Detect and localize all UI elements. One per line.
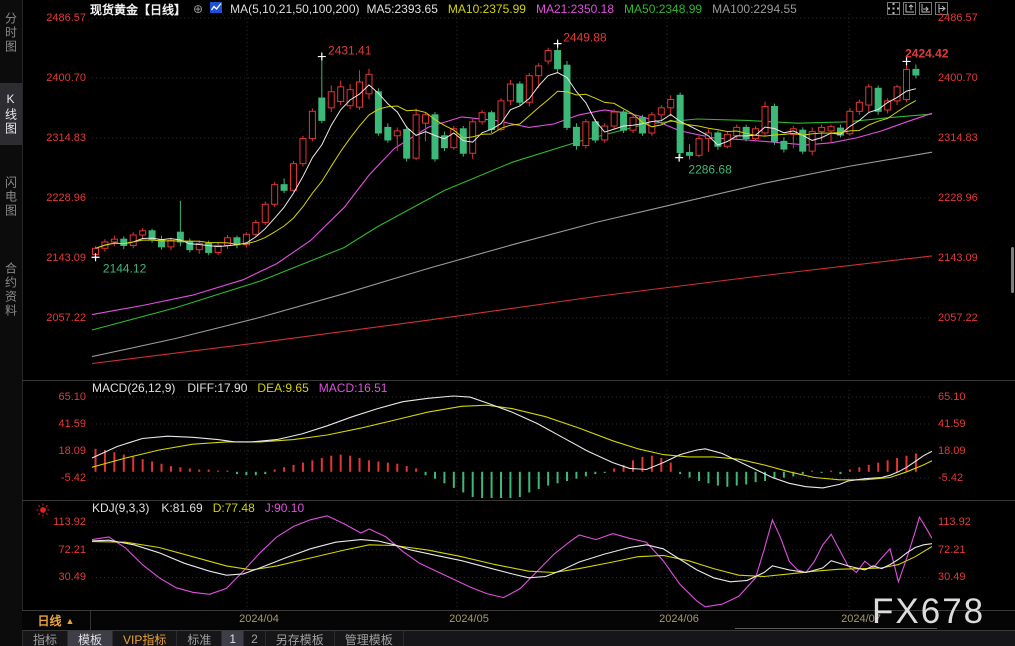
y-tick-label: -5.42	[938, 472, 964, 485]
period-label: 日线	[37, 614, 62, 628]
kdj-value: D:77.48	[212, 501, 255, 515]
watermark: FX678	[872, 592, 986, 631]
y-tick-label: 2400.70	[938, 71, 978, 84]
toolbar-item-7[interactable]: 另存模板	[266, 631, 335, 646]
kdj-header: KDJ(9,3,3) K:81.69 D:77.48 J:90.10	[92, 501, 304, 515]
toolbar-item-3[interactable]: VIP指标	[113, 631, 178, 646]
macd-value: MACD:16.51	[318, 381, 388, 395]
watermark-underline	[735, 628, 937, 629]
chevron-up-icon: ▲	[65, 615, 75, 626]
ma-param-label: MA(5,10,21,50,100,200)	[230, 2, 360, 16]
indicator-alert-icon[interactable]	[36, 503, 50, 522]
chart-header: 现货黄金【日线】 ⊕ MA(5,10,21,50,100,200) MA5:23…	[90, 1, 797, 17]
y-tick-label: 72.21	[938, 543, 966, 556]
macd-values: DIFF:17.90 DEA:9.65 MACD:16.51	[187, 381, 387, 395]
y-tick-label: 2486.57	[938, 12, 978, 24]
y-tick-label: 72.21	[58, 543, 86, 556]
ma-values: MA5:2393.65 MA10:2375.99 MA21:2350.18 MA50:…	[367, 2, 797, 16]
y-tick-label: 65.10	[938, 391, 966, 403]
vertical-scrollbar[interactable]	[1011, 247, 1014, 293]
toolbar-item-4[interactable]: 标准	[177, 631, 223, 646]
chart-type-icon[interactable]	[210, 1, 223, 17]
time-axis-label: 2024/07	[841, 613, 881, 625]
toolbar-item-2[interactable]: 模板	[68, 631, 114, 646]
y-tick-label: 30.49	[938, 571, 966, 584]
macd-param-label: MACD(26,12,9)	[92, 381, 176, 395]
sidebar-tab-4[interactable]: 合约资料	[3, 262, 18, 318]
price-annotation: 2449.88	[563, 30, 607, 44]
candlestick-chart[interactable]: 2144.12 2431.41 2449.88 2286.68 2424.42	[91, 14, 949, 378]
pan-icon[interactable]	[887, 2, 900, 15]
kdj-param-label: KDJ(9,3,3)	[92, 501, 150, 515]
bottom-toolbar: 指标 模板 VIP指标 标准 1 2 另存模板 管理模板	[22, 630, 1015, 646]
macd-value: DIFF:17.90	[187, 381, 248, 395]
kdj-values: K:81.69 D:77.48 J:90.10	[161, 501, 304, 515]
y-tick-label: 41.59	[58, 418, 86, 431]
macd-chart[interactable]	[92, 390, 932, 498]
price-annotation: 2431.41	[328, 44, 372, 58]
toolbar-item-8[interactable]: 管理模板	[335, 631, 404, 646]
y-tick-label: 2314.83	[46, 131, 86, 144]
sidebar-tab-3[interactable]: 闪电图	[3, 176, 18, 218]
y-tick-label: 2400.70	[46, 71, 86, 84]
time-axis-label: 2024/04	[239, 613, 279, 625]
expand-icon[interactable]: ⊕	[193, 2, 204, 16]
y-tick-label: 41.59	[938, 418, 966, 431]
y-tick-label: 2057.22	[938, 311, 978, 324]
panel-separator	[22, 500, 1015, 501]
pan-right-icon[interactable]	[935, 2, 948, 15]
price-annotation: 2424.42	[905, 46, 949, 60]
period-selector[interactable]: 日线 ▲	[22, 611, 91, 630]
panel-separator	[22, 380, 1015, 381]
instrument-title: 现货黄金【日线】	[90, 2, 187, 17]
y-tick-label: 18.09	[58, 445, 86, 458]
macd-header: MACD(26,12,9) DIFF:17.90 DEA:9.65 MACD:16.…	[92, 381, 387, 395]
y-tick-label: 2143.09	[46, 251, 86, 264]
toolbar-item-1[interactable]: 指标	[22, 631, 69, 646]
header-corner-icons	[887, 2, 948, 15]
y-tick-label: 113.92	[938, 516, 971, 529]
sidebar: 分时图 K线图闪电图合约资料	[0, 0, 23, 646]
y-tick-label: 2228.96	[938, 191, 978, 204]
y-tick-label: 2486.57	[46, 12, 86, 24]
y-tick-label: 2314.83	[938, 131, 978, 144]
y-tick-label: 113.92	[53, 516, 86, 529]
sidebar-tab-2[interactable]: K线图	[0, 83, 22, 145]
kdj-value: K:81.69	[161, 501, 203, 515]
sidebar-tab-1[interactable]: 分时图	[3, 12, 18, 54]
y-tick-label: -5.42	[60, 472, 86, 485]
price-annotation: 2144.12	[103, 262, 147, 276]
ma-value: MA10:2375.99	[447, 2, 526, 16]
ma-value: MA100:2294.55	[712, 2, 797, 16]
y-tick-label: 30.49	[58, 571, 86, 584]
time-axis-row: 日线 ▲	[22, 610, 1015, 631]
x-axis-scale-icon[interactable]	[919, 2, 932, 15]
ma-value: MA5:2393.65	[366, 2, 438, 16]
time-axis-label: 2024/06	[659, 613, 699, 625]
time-axis-label: 2024/05	[449, 613, 489, 625]
kdj-chart[interactable]	[92, 502, 932, 608]
ma-value: MA21:2350.18	[535, 2, 615, 16]
y-axis-scale-icon[interactable]	[903, 2, 916, 15]
y-tick-label: 2143.09	[938, 251, 978, 264]
y-tick-label: 65.10	[58, 391, 86, 403]
y-tick-label: 2057.22	[46, 311, 86, 324]
y-tick-label: 18.09	[938, 445, 966, 458]
macd-value: DEA:9.65	[257, 381, 309, 395]
price-annotation: 2286.68	[688, 162, 732, 176]
kdj-value: J:90.10	[264, 501, 305, 515]
toolbar-item-6[interactable]: 2	[244, 631, 266, 646]
ma-value: MA50:2348.99	[624, 2, 703, 16]
y-tick-label: 2228.96	[46, 191, 86, 204]
toolbar-item-5[interactable]: 1	[222, 631, 245, 646]
